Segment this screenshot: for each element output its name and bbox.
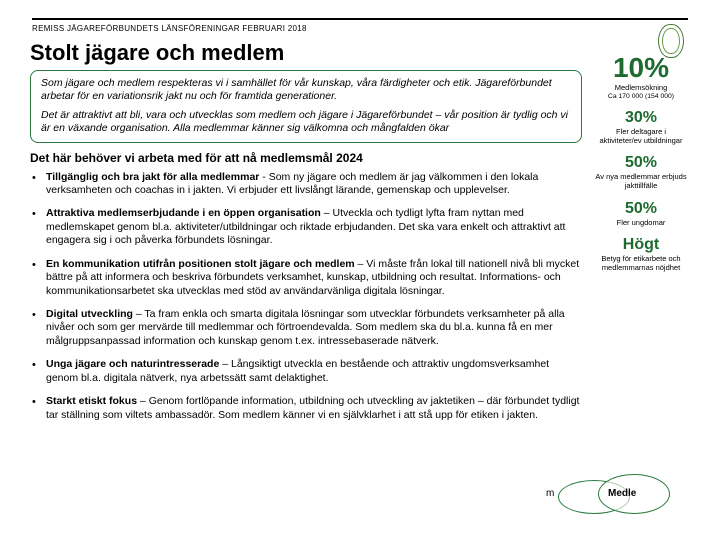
- subheading: Det här behöver vi arbeta med för att nå…: [30, 151, 582, 165]
- list-item: En kommunikation utifrån positionen stol…: [30, 258, 582, 298]
- metrics-column: 10% Medlemsökning Ca 170 000 (154 000) 3…: [594, 54, 688, 282]
- metric-sub: Ca 170 000 (154 000): [594, 93, 688, 100]
- ellipse-label-left: m: [546, 488, 554, 499]
- metric-value: Högt: [594, 237, 688, 253]
- metric-value: 50%: [594, 201, 688, 217]
- metric-value: 10%: [594, 54, 688, 82]
- metric-block: 50% Av nya medlemmar erbjuds jakttillfäl…: [594, 155, 688, 190]
- ellipse-label-right: Medle: [608, 488, 636, 499]
- bullet-list: Tillgänglig och bra jakt för alla medlem…: [30, 171, 582, 423]
- metric-block: 50% Fler ungdomar: [594, 201, 688, 228]
- metric-block: 10% Medlemsökning Ca 170 000 (154 000): [594, 54, 688, 100]
- list-item: Digital utveckling – Ta fram enkla och s…: [30, 308, 582, 348]
- bullet-title: Unga jägare och naturintresserade: [46, 358, 219, 370]
- main-column: Stolt jägare och medlem Som jägare och m…: [30, 40, 582, 432]
- metric-caption: Medlemsökning: [594, 84, 688, 93]
- intro-p2: Det är attraktivt att bli, vara och utve…: [41, 109, 571, 135]
- list-item: Unga jägare och naturintresserade – Lång…: [30, 358, 582, 385]
- list-item: Tillgänglig och bra jakt för alla medlem…: [30, 171, 582, 198]
- metric-caption: Fler deltagare i aktiviteter/ev utbildni…: [594, 128, 688, 145]
- intro-box: Som jägare och medlem respekteras vi i s…: [30, 70, 582, 143]
- bullet-title: En kommunikation utifrån positionen stol…: [46, 258, 355, 270]
- metric-value: 30%: [594, 110, 688, 126]
- metric-value: 50%: [594, 155, 688, 171]
- intro-p1: Som jägare och medlem respekteras vi i s…: [41, 77, 571, 103]
- metric-caption: Fler ungdomar: [594, 219, 688, 228]
- metric-caption: Betyg för etikarbete och medlemmarnas nö…: [594, 255, 688, 272]
- bullet-title: Tillgänglig och bra jakt för alla medlem…: [46, 171, 259, 183]
- bullet-title: Digital utveckling: [46, 308, 133, 320]
- top-rule: [32, 18, 688, 20]
- list-item: Starkt etiskt fokus – Genom fortlöpande …: [30, 395, 582, 422]
- ellipse-graphic: m Medle: [558, 472, 678, 520]
- metric-caption: Av nya medlemmar erbjuds jakttillfälle: [594, 173, 688, 190]
- metric-block: Högt Betyg för etikarbete och medlemmarn…: [594, 237, 688, 272]
- bullet-title: Attraktiva medlemserbjudande i en öppen …: [46, 207, 321, 219]
- header-label: REMISS JÄGAREFÖRBUNDETS LÄNSFÖRENINGAR F…: [32, 24, 307, 33]
- metric-block: 30% Fler deltagare i aktiviteter/ev utbi…: [594, 110, 688, 145]
- list-item: Attraktiva medlemserbjudande i en öppen …: [30, 207, 582, 247]
- page-title: Stolt jägare och medlem: [30, 40, 582, 66]
- bullet-title: Starkt etiskt fokus: [46, 395, 137, 407]
